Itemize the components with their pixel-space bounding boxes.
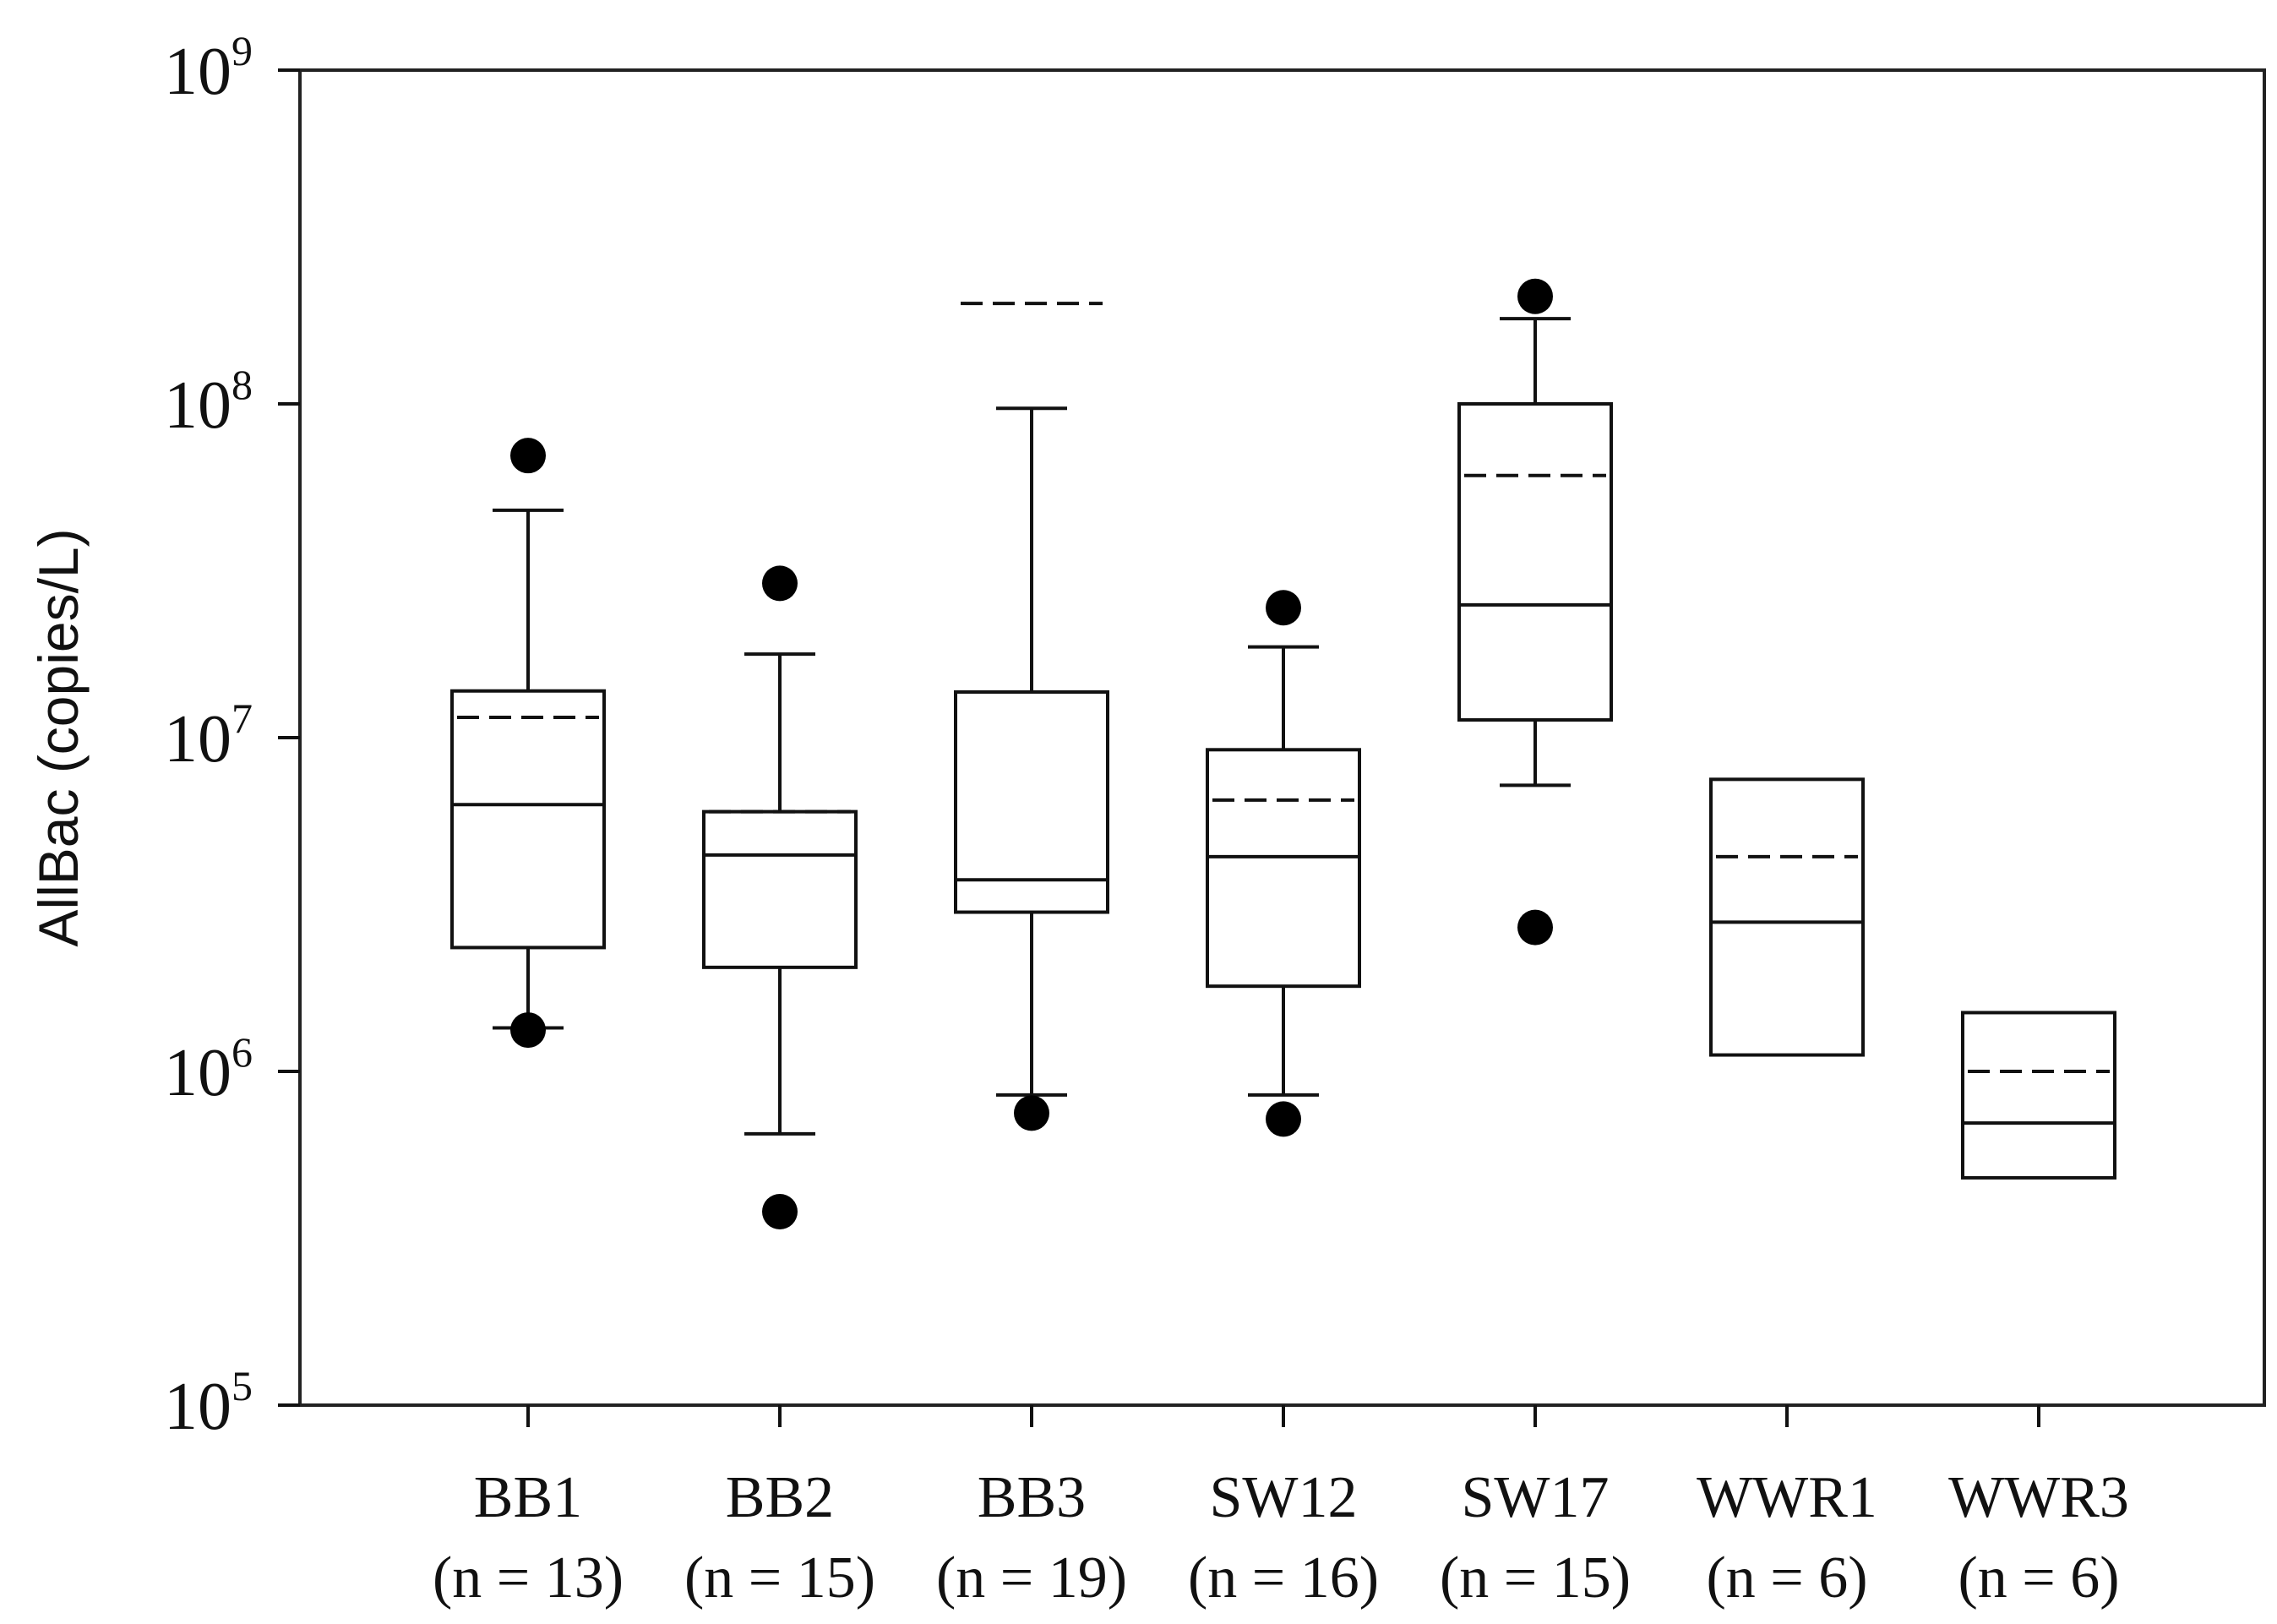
y-tick-label: 106: [164, 1028, 253, 1110]
iqr-box: [1457, 402, 1613, 722]
outlier-point: [762, 565, 798, 602]
x-tick-label: WWR3: [1948, 1465, 2129, 1530]
x-tick-count-label: (n = 13): [433, 1545, 624, 1610]
y-tick-exponent: 9: [232, 27, 253, 74]
y-tick-exponent: 7: [232, 695, 253, 742]
x-tick-count-label: (n = 15): [684, 1545, 875, 1610]
x-tick-count-label: (n = 19): [936, 1545, 1127, 1610]
y-tick-label: 107: [164, 695, 253, 777]
y-tick-exponent: 5: [232, 1362, 253, 1409]
y-tick-exponent: 6: [232, 1028, 253, 1076]
outlier-point: [510, 438, 546, 474]
iqr-box: [1709, 777, 1865, 1057]
iqr-box: [450, 689, 606, 950]
x-tick-label: SW17: [1462, 1465, 1610, 1530]
x-tick-label: SW12: [1210, 1465, 1358, 1530]
x-tick-label: BB1: [474, 1465, 582, 1530]
y-axis-label: AllBac (copies/L): [27, 528, 90, 946]
x-axis: BB1 (n = 13) BB2 (n = 15) BB3 (n = 19) SW12 (n …: [433, 1405, 2129, 1610]
x-tick-count-label: (n = 16): [1188, 1545, 1379, 1610]
outlier-point: [510, 1012, 546, 1049]
box-bb3: [954, 302, 1109, 1131]
box-wwr3: [1961, 1011, 2116, 1180]
box-bb1: [450, 438, 606, 1049]
y-tick-label: 105: [164, 1362, 253, 1444]
x-tick-count-label: (n = 15): [1440, 1545, 1631, 1610]
iqr-box: [954, 689, 1109, 914]
box-sw12: [1206, 590, 1361, 1137]
box-sw17: [1457, 278, 1613, 946]
x-tick-label: BB3: [978, 1465, 1086, 1530]
box-bb2: [702, 565, 858, 1229]
x-tick-label: WWR1: [1697, 1465, 1877, 1530]
y-axis: 105 106 107 108 109: [164, 27, 300, 1444]
iqr-box: [1206, 748, 1361, 989]
outlier-point: [1266, 590, 1301, 626]
outlier-point: [1014, 1095, 1049, 1131]
x-tick-count-label: (n = 6): [1706, 1545, 1867, 1610]
box-wwr1: [1709, 777, 1865, 1057]
iqr-box: [702, 809, 858, 969]
y-tick-label: 108: [164, 361, 253, 443]
iqr-box: [1961, 1011, 2116, 1180]
y-tick-exponent: 8: [232, 361, 253, 408]
x-tick-count-label: (n = 6): [1958, 1545, 2119, 1610]
outlier-point: [762, 1193, 798, 1229]
x-tick-label: BB2: [726, 1465, 834, 1530]
outlier-point: [1266, 1101, 1301, 1137]
outlier-point: [1517, 909, 1553, 946]
y-tick-label: 109: [164, 27, 253, 109]
outlier-point: [1517, 278, 1553, 314]
box-series: [450, 278, 2116, 1229]
